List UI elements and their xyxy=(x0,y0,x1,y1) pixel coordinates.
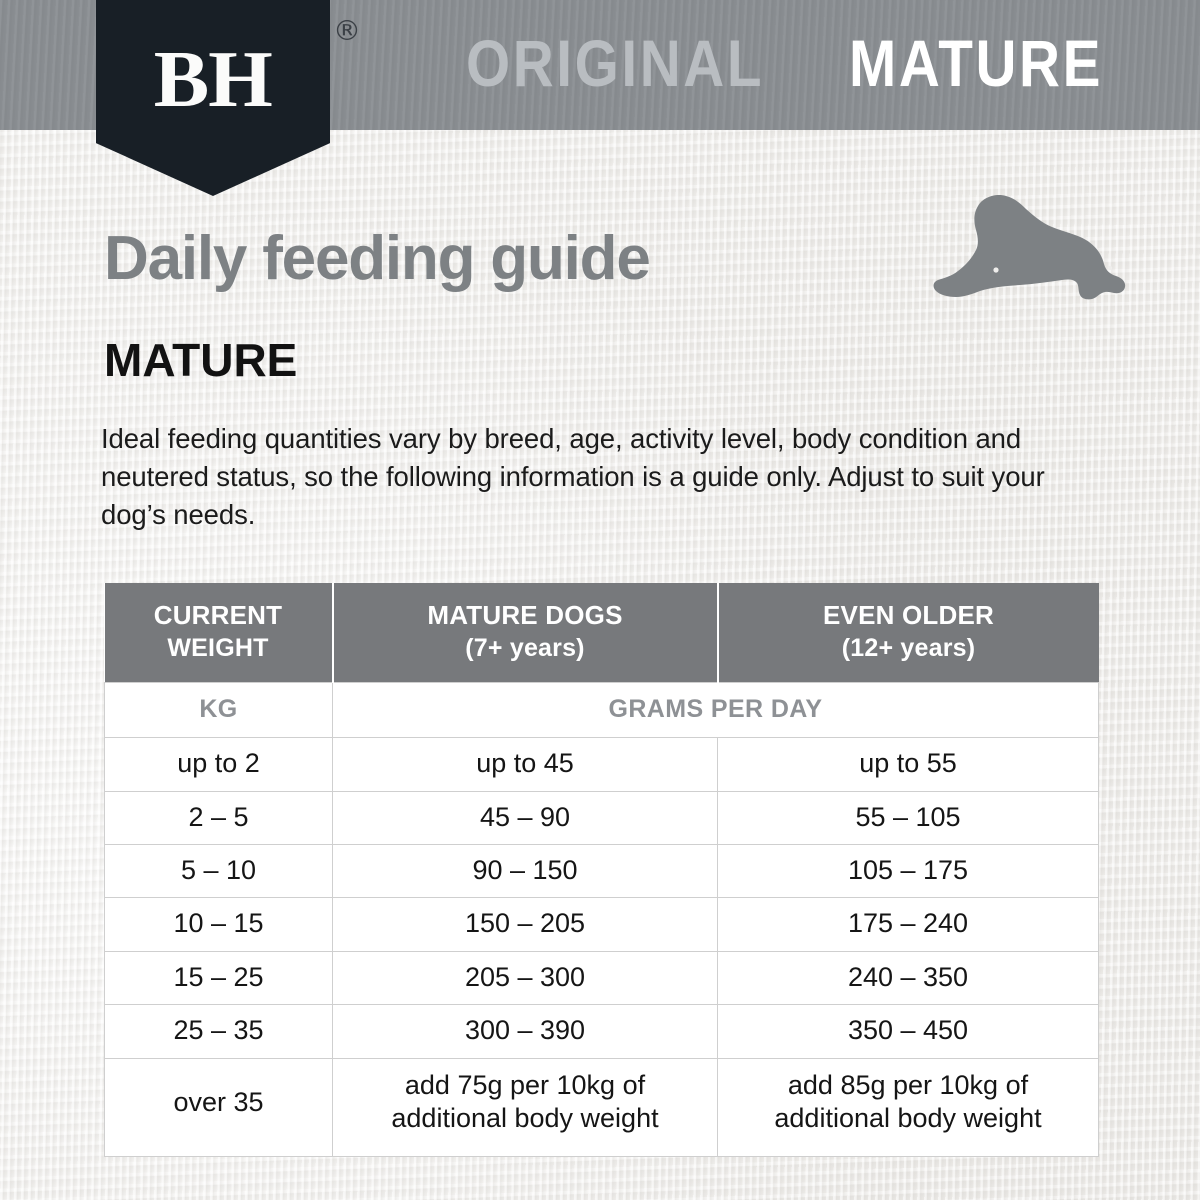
brand-variant-label: MATURE xyxy=(848,26,1103,100)
cell-mature: 205 – 300 xyxy=(332,950,718,1006)
table-header-row: CURRENT WEIGHT MATURE DOGS (7+ years) EV… xyxy=(104,583,1099,683)
column-header-mature-dogs-sub: (7+ years) xyxy=(465,634,585,663)
units-weight: KG xyxy=(104,682,333,739)
table-row: 2 – 5 45 – 90 55 – 105 xyxy=(104,790,1099,846)
column-header-mature-dogs: MATURE DOGS (7+ years) xyxy=(331,583,718,683)
cell-mature: up to 45 xyxy=(332,737,718,792)
cell-weight: 25 – 35 xyxy=(104,1004,333,1059)
cell-older: add 85g per 10kg of additional body weig… xyxy=(717,1057,1099,1158)
cell-mature: 45 – 90 xyxy=(332,790,718,846)
table-row: over 35 add 75g per 10kg of additional b… xyxy=(104,1057,1099,1158)
brand-wordmark-group: ORIGINAL MATURE xyxy=(466,27,1144,100)
cell-weight: 10 – 15 xyxy=(104,897,333,952)
cell-older: 55 – 105 xyxy=(717,790,1099,846)
cell-older: 240 – 350 xyxy=(717,950,1099,1006)
cell-weight: 15 – 25 xyxy=(104,950,333,1006)
column-header-current-weight: CURRENT WEIGHT xyxy=(104,583,333,683)
table-row: 25 – 35 300 – 390 350 – 450 xyxy=(104,1004,1099,1059)
cell-older: 350 – 450 xyxy=(717,1004,1099,1059)
table-row: 5 – 10 90 – 150 105 – 175 xyxy=(104,844,1099,899)
page-title: Daily feeding guide xyxy=(104,224,651,293)
units-grams-per-day: GRAMS PER DAY xyxy=(332,682,1099,739)
cell-weight: 2 – 5 xyxy=(104,790,333,846)
registered-trademark-icon: ® xyxy=(333,14,361,47)
column-header-even-older: EVEN OLDER (12+ years) xyxy=(716,583,1099,683)
cell-mature: 90 – 150 xyxy=(332,844,718,899)
brand-range-label: ORIGINAL xyxy=(465,26,765,100)
cell-weight: over 35 xyxy=(104,1057,333,1158)
table-row: 15 – 25 205 – 300 240 – 350 xyxy=(104,950,1099,1006)
feeding-guide-table: CURRENT WEIGHT MATURE DOGS (7+ years) EV… xyxy=(104,583,1099,1158)
cell-older: 105 – 175 xyxy=(717,844,1099,899)
table-row: up to 2 up to 45 up to 55 xyxy=(104,737,1099,792)
bh-logo-text: BH xyxy=(153,36,273,124)
cell-mature: 150 – 205 xyxy=(332,897,718,952)
column-header-current-weight-main: CURRENT xyxy=(153,600,283,630)
cell-mature: 300 – 390 xyxy=(332,1004,718,1059)
dog-lying-silhouette-icon xyxy=(930,192,1130,307)
column-header-even-older-sub: (12+ years) xyxy=(841,634,976,663)
column-header-current-weight-sub: WEIGHT xyxy=(167,634,269,663)
table-units-row: KG GRAMS PER DAY xyxy=(104,682,1099,739)
column-header-even-older-main: EVEN OLDER xyxy=(822,600,995,630)
page-subtitle: MATURE xyxy=(104,334,298,386)
table-row: 10 – 15 150 – 205 175 – 240 xyxy=(104,897,1099,952)
cell-older: 175 – 240 xyxy=(717,897,1099,952)
column-header-mature-dogs-main: MATURE DOGS xyxy=(427,600,623,630)
intro-paragraph: Ideal feeding quantities vary by breed, … xyxy=(101,423,1045,530)
cell-weight: 5 – 10 xyxy=(104,844,333,899)
bh-logo-badge: BH xyxy=(96,0,330,196)
cell-mature: add 75g per 10kg of additional body weig… xyxy=(332,1057,718,1158)
cell-older: up to 55 xyxy=(717,737,1099,792)
cell-weight: up to 2 xyxy=(104,737,333,792)
